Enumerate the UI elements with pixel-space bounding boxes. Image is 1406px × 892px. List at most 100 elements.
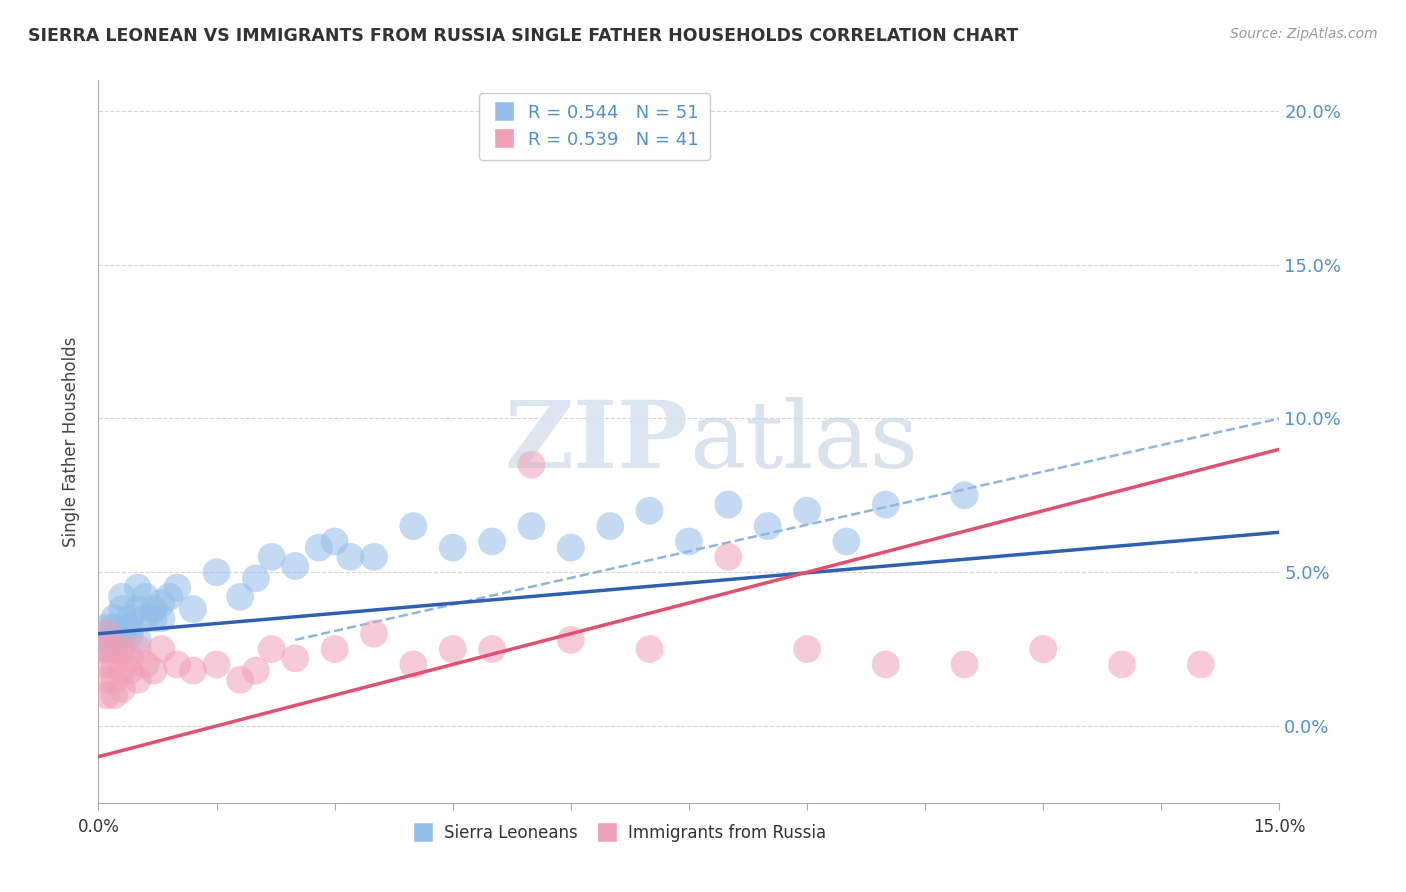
Point [560,541,582,555]
Point [402,657,425,672]
Point [1189,657,1212,672]
Point [96,688,118,702]
Point [103,642,125,657]
Point [245,571,267,585]
Point [127,602,149,616]
Point [441,541,464,555]
Point [118,611,141,625]
Legend: Sierra Leoneans, Immigrants from Russia: Sierra Leoneans, Immigrants from Russia [404,817,832,848]
Point [638,642,661,657]
Point [103,626,125,640]
Point [363,549,385,564]
Point [111,602,134,616]
Point [96,642,118,657]
Point [103,632,125,647]
Point [260,549,283,564]
Point [135,657,157,672]
Point [481,642,503,657]
Point [229,673,252,687]
Point [150,596,173,610]
Point [111,626,134,640]
Point [142,664,165,678]
Point [103,621,125,635]
Point [166,657,188,672]
Point [142,602,165,616]
Point [118,664,141,678]
Point [118,621,141,635]
Point [205,657,228,672]
Point [284,559,307,574]
Point [339,549,361,564]
Point [1111,657,1133,672]
Point [875,498,897,512]
Point [835,534,858,549]
Point [323,534,346,549]
Point [205,565,228,579]
Text: Source: ZipAtlas.com: Source: ZipAtlas.com [1230,27,1378,41]
Point [678,534,700,549]
Point [260,642,283,657]
Text: SIERRA LEONEAN VS IMMIGRANTS FROM RUSSIA SINGLE FATHER HOUSEHOLDS CORRELATION CH: SIERRA LEONEAN VS IMMIGRANTS FROM RUSSIA… [28,27,1018,45]
Point [96,621,118,635]
Text: atlas: atlas [689,397,918,486]
Point [323,642,346,657]
Point [96,673,118,687]
Point [796,504,818,518]
Point [103,657,125,672]
Point [363,626,385,640]
Point [96,642,118,657]
Point [166,581,188,595]
Point [284,651,307,665]
Point [118,651,141,665]
Point [96,626,118,640]
Point [157,590,180,604]
Point [103,639,125,653]
Point [181,602,204,616]
Text: ZIP: ZIP [505,397,689,486]
Point [103,688,125,702]
Text: 15.0%: 15.0% [1253,818,1306,836]
Point [520,458,543,472]
Point [111,642,134,657]
Point [96,632,118,647]
Point [111,664,134,678]
Point [96,626,118,640]
Point [481,534,503,549]
Point [111,590,134,604]
Point [520,519,543,533]
Point [245,664,267,678]
Point [717,498,740,512]
Point [135,590,157,604]
Point [150,611,173,625]
Point [599,519,621,533]
Point [127,632,149,647]
Point [638,504,661,518]
Point [441,642,464,657]
Point [111,642,134,657]
Point [111,681,134,696]
Point [127,642,149,657]
Point [560,632,582,647]
Point [402,519,425,533]
Point [127,673,149,687]
Point [796,642,818,657]
Point [96,657,118,672]
Point [308,541,330,555]
Point [875,657,897,672]
Text: 0.0%: 0.0% [77,818,120,836]
Point [717,549,740,564]
Point [103,611,125,625]
Point [127,581,149,595]
Point [953,657,976,672]
Point [229,590,252,604]
Point [142,611,165,625]
Point [103,673,125,687]
Point [135,611,157,625]
Point [181,664,204,678]
Point [953,488,976,502]
Point [150,642,173,657]
Point [1032,642,1054,657]
Point [118,626,141,640]
Point [756,519,779,533]
Y-axis label: Single Father Households: Single Father Households [62,336,80,547]
